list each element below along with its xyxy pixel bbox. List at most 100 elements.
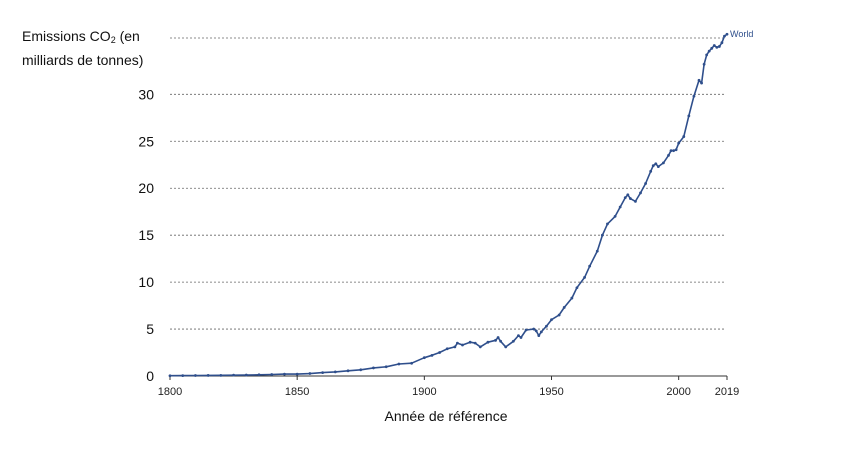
data-point — [550, 318, 553, 322]
data-point — [244, 373, 248, 377]
data-point — [618, 205, 622, 209]
data-point — [562, 306, 566, 309]
data-point — [715, 45, 719, 49]
data-point — [384, 365, 388, 369]
y-tick-label: 10 — [138, 274, 154, 290]
data-point — [524, 328, 528, 332]
series-group: World — [168, 29, 753, 378]
x-axis-ticks: 1800 1850 1900 1950 2000 2019 — [158, 376, 739, 398]
x-tick-label: 2019 — [715, 386, 739, 398]
data-point — [639, 191, 642, 195]
data-point — [372, 366, 375, 370]
data-point — [517, 334, 520, 338]
data-point — [430, 353, 434, 357]
x-tick-label: 1800 — [158, 386, 182, 398]
data-point — [308, 372, 312, 375]
data-point — [438, 351, 441, 354]
data-point — [422, 356, 426, 360]
data-point — [570, 296, 574, 300]
data-point — [545, 324, 548, 328]
data-point — [410, 361, 414, 365]
y-tick-label: 20 — [138, 180, 154, 196]
data-point — [677, 141, 681, 145]
data-point — [644, 182, 648, 185]
data-point — [468, 340, 472, 344]
data-point — [283, 372, 286, 376]
data-point — [486, 340, 490, 344]
y-axis-title-rest: (en — [115, 28, 140, 44]
data-point — [511, 339, 515, 343]
data-point — [499, 339, 503, 343]
data-point — [453, 345, 457, 349]
y-tick-label: 0 — [146, 368, 154, 384]
y-axis-title-prefix: Emissions CO — [22, 28, 111, 44]
data-point — [595, 249, 599, 253]
data-point — [519, 336, 523, 339]
data-point — [583, 276, 586, 279]
data-point — [539, 330, 543, 334]
data-point — [623, 196, 627, 200]
y-axis-title-line1: Emissions CO2 (en — [22, 26, 172, 50]
data-point — [473, 341, 477, 345]
data-point — [692, 94, 696, 98]
data-point — [359, 368, 363, 372]
series-label: World — [730, 29, 753, 39]
y-tick-label: 15 — [138, 227, 154, 243]
data-point — [697, 78, 701, 82]
data-point — [707, 49, 711, 53]
data-point — [700, 81, 703, 85]
data-point — [346, 369, 350, 373]
data-point — [649, 169, 653, 173]
data-point — [651, 164, 655, 168]
data-point — [168, 374, 172, 378]
data-point — [626, 193, 630, 197]
x-tick-label: 1950 — [539, 386, 563, 398]
data-point — [257, 373, 261, 377]
data-point — [672, 149, 675, 153]
data-point — [534, 329, 538, 333]
data-point — [720, 41, 724, 45]
data-point — [717, 45, 721, 48]
data-point — [588, 264, 592, 268]
x-tick-label: 1900 — [412, 386, 436, 398]
data-point — [705, 53, 709, 57]
data-point — [461, 343, 464, 347]
y-tick-label: 30 — [138, 86, 154, 102]
data-point — [710, 46, 714, 50]
data-point — [270, 373, 274, 376]
data-point — [321, 371, 325, 375]
data-point — [478, 345, 482, 349]
gridlines — [170, 37, 725, 330]
data-point — [600, 233, 604, 237]
data-point — [723, 34, 726, 38]
y-axis-title: Emissions CO2 (en milliards de tonnes) — [22, 26, 172, 70]
data-point — [674, 148, 678, 152]
data-point — [682, 135, 686, 138]
series-line — [169, 33, 728, 377]
data-point — [206, 374, 210, 377]
data-point — [656, 165, 660, 169]
data-point — [194, 374, 197, 377]
data-point — [537, 334, 541, 338]
data-point — [494, 338, 497, 342]
y-tick-label: 25 — [138, 133, 154, 149]
x-axis-title: Année de référence — [385, 408, 508, 424]
data-point — [181, 374, 185, 378]
data-point — [654, 162, 658, 166]
y-tick-label: 5 — [146, 321, 154, 337]
data-point — [702, 62, 706, 66]
data-point — [687, 114, 691, 118]
y-axis-ticks: 0 5 10 15 20 25 30 — [138, 86, 154, 384]
data-point — [445, 347, 449, 351]
data-point — [295, 372, 299, 376]
data-point — [219, 373, 223, 377]
data-point — [613, 214, 617, 218]
data-point — [725, 32, 729, 36]
x-tick-label: 2000 — [666, 386, 690, 398]
data-point — [456, 341, 459, 345]
data-point — [504, 345, 508, 349]
data-point — [232, 373, 235, 377]
x-tick-label: 1850 — [285, 386, 309, 398]
data-point — [634, 199, 637, 203]
